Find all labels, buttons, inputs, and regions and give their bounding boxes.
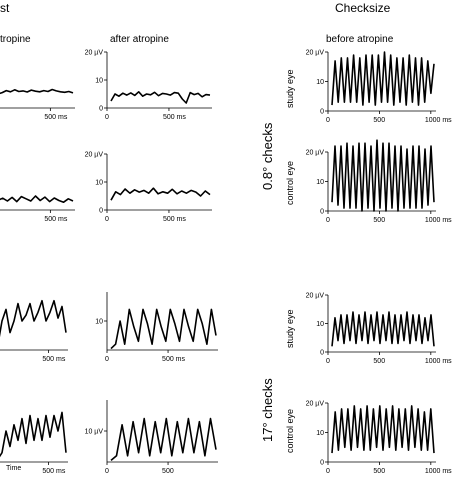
y-tick-label-before-study-small-0: 0: [320, 109, 324, 116]
panel-before-control-large: 0 10 20 µV 0 500 1000 ms: [306, 401, 453, 476]
y-tick-label-before-study-small-1: 10: [316, 79, 324, 86]
trace-left-r1: [0, 88, 74, 95]
right-header: Checksize: [335, 1, 391, 15]
y-tick-label-before-control-small-0: 0: [320, 209, 324, 216]
x-tick-label-before-study-large-2: 1000 ms: [425, 358, 452, 365]
y-tick-label-before-study-small-2: 20 µV: [306, 50, 325, 57]
trace-left-r3: [0, 299, 67, 338]
panel-left-r4: 500 ms: [0, 411, 68, 475]
panel-before-study-large: 0 10 20 µV 0 500 1000 ms: [306, 293, 453, 366]
x-tick-label-after-r2-0: 0: [105, 216, 109, 223]
x-tick-label-after-r1-0: 0: [105, 114, 109, 121]
y-tick-label-after-r2-1: 10: [95, 180, 103, 187]
subtitle-left: tropine: [0, 34, 31, 45]
trace-after-r3: [110, 308, 217, 350]
x-tick-label-after-r4-1: 500: [162, 468, 174, 474]
x-tick-label-before-study-small-1: 500: [373, 117, 385, 124]
x-tick-label-left-r4-0: 500 ms: [42, 468, 65, 474]
trace-left-r4: [0, 411, 67, 458]
y-tick-label-after-r1-0: 0: [99, 106, 103, 113]
trace-before-study-large: [331, 311, 435, 347]
eye-label-control-small: control eye: [285, 161, 295, 205]
x-tick-label-after-r3-1: 500 ms: [162, 356, 185, 363]
time-label: Time: [6, 465, 21, 472]
x-tick-label-before-control-large-0: 0: [326, 468, 330, 474]
y-tick-label-before-study-large-1: 10: [316, 321, 324, 328]
x-tick-label-left-r2-0: 500 ms: [44, 216, 67, 223]
x-tick-label-left-r1-0: 500 ms: [44, 114, 67, 121]
trace-before-control-large: [331, 405, 435, 454]
eye-label-study-large: study eye: [285, 309, 295, 348]
y-tick-label-after-r2-0: 0: [99, 208, 103, 215]
y-tick-label-before-control-small-1: 10: [316, 179, 324, 186]
left-header: st: [0, 1, 10, 15]
panel-before-study-small: 0 10 20 µV 0 500 1000 ms: [306, 50, 453, 125]
eye-label-study-small: study eye: [285, 69, 295, 108]
x-tick-label-after-r1-1: 500 ms: [163, 114, 186, 121]
x-tick-label-before-control-small-1: 500: [373, 217, 385, 224]
y-tick-label-before-control-large-0: 0: [320, 460, 324, 467]
y-tick-label-before-study-large-0: 0: [320, 350, 324, 357]
y-tick-label-before-study-large-2: 20 µV: [306, 293, 325, 300]
x-tick-label-before-control-small-0: 0: [326, 217, 330, 224]
y-tick-label-after-r1-2: 20 µV: [85, 50, 104, 57]
x-tick-label-before-control-large-1: 500: [373, 468, 385, 474]
trace-left-r2: [0, 195, 74, 203]
plot-panels: 500 ms 0 10 20 µV 0 500 ms 500 ms 0 10 20 µV 0 500 …: [0, 50, 452, 475]
x-tick-label-after-r2-1: 500 ms: [163, 216, 186, 223]
y-tick-label-after-r4-0: 10 µV: [85, 429, 104, 436]
y-tick-label-after-r1-1: 10: [95, 78, 103, 85]
panel-left-r3: 500 ms: [0, 299, 68, 363]
x-tick-label-before-study-small-2: 1000 ms: [425, 117, 452, 124]
x-tick-label-after-r4-0: 0: [105, 468, 109, 474]
panel-left-r2: 500 ms: [0, 195, 75, 223]
x-tick-label-before-control-large-2: 1000 ms: [425, 468, 452, 474]
trace-after-r4: [110, 417, 217, 462]
trace-after-r2: [110, 187, 211, 201]
x-tick-label-before-control-small-2: 1000 ms: [425, 217, 452, 224]
trace-before-control-small: [331, 139, 435, 212]
x-tick-label-before-study-large-0: 0: [326, 358, 330, 365]
x-tick-label-left-r3-0: 500 ms: [42, 356, 65, 363]
x-tick-label-before-study-small-0: 0: [326, 117, 330, 124]
panel-before-control-small: 0 10 20 µV 0 500 1000 ms: [306, 139, 452, 224]
panel-left-r1: 500 ms: [0, 88, 75, 121]
subtitle-after: after atropine: [110, 34, 169, 45]
panel-after-r3: 10 0 500 ms: [95, 292, 218, 363]
y-tick-label-after-r2-2: 20 µV: [85, 152, 104, 159]
trace-before-study-small: [331, 51, 435, 106]
x-tick-label-after-r3-0: 0: [105, 356, 109, 363]
y-tick-label-before-control-large-2: 20 µV: [306, 401, 325, 408]
y-tick-label-before-control-small-2: 20 µV: [306, 150, 325, 157]
y-tick-label-before-control-large-1: 10: [316, 430, 324, 437]
x-tick-label-before-study-large-1: 500: [373, 358, 385, 365]
panel-after-r4: 10 µV 0 500: [85, 400, 218, 475]
panel-after-r1: 0 10 20 µV 0 500 ms: [85, 50, 212, 121]
row-label-large-checks: 17° checks: [260, 378, 275, 442]
y-tick-label-after-r3-0: 10: [95, 319, 103, 326]
eye-label-control-large: control eye: [285, 409, 295, 453]
row-label-small-checks: 0.8° checks: [260, 122, 275, 190]
trace-after-r1: [110, 91, 211, 104]
subtitle-before: before atropine: [326, 34, 394, 45]
panel-after-r2: 0 10 20 µV 0 500 ms: [85, 152, 212, 223]
